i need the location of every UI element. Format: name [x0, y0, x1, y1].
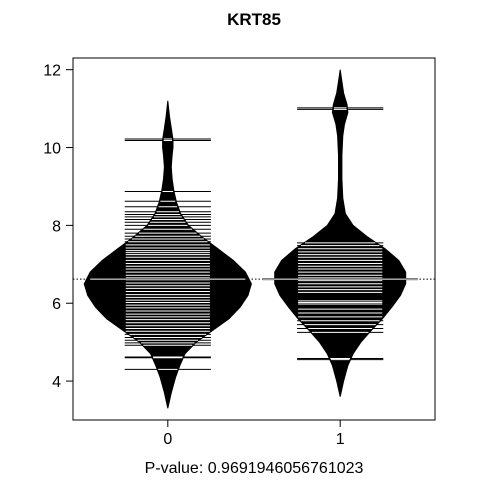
x-tick-label-1: 1 — [336, 431, 345, 448]
y-tick-label-4: 4 — [52, 374, 61, 391]
plot-layer: 0 1 4 6 8 10 12 — [43, 57, 436, 448]
y-tick-label-8: 8 — [52, 218, 61, 235]
bean-shape-group-1 — [274, 69, 407, 397]
chart-title: KRT85 — [227, 10, 281, 29]
y-tick-label-6: 6 — [52, 296, 61, 313]
y-tick-label-12: 12 — [43, 63, 61, 80]
plot-frame — [72, 57, 436, 421]
x-tick-label-0: 0 — [163, 431, 172, 448]
y-tick-label-10: 10 — [43, 141, 61, 158]
x-axis-label: P-value: 0.9691946056761023 — [145, 460, 364, 477]
